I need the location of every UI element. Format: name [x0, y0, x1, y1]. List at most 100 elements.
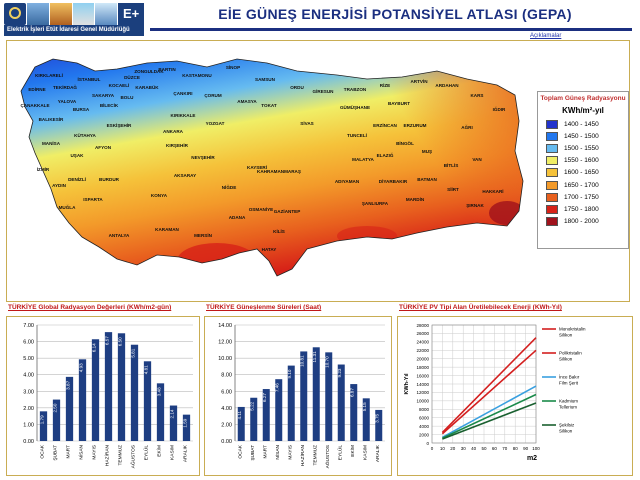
legend-label: 1400 - 1450	[564, 120, 599, 128]
bar-value-label: 11.31	[312, 351, 317, 363]
y-tick-label: 6.00	[221, 389, 232, 395]
x-tick-label: 70	[502, 446, 508, 451]
legend-entry: İnce Bakır Film Şerit	[559, 374, 580, 386]
sunshine-chart-title: TÜRKİYE Güneşlenme Süreleri (Saat)	[206, 304, 322, 311]
province-label: NEVŞEHİR	[191, 154, 215, 160]
e-plus-logo: E+	[118, 3, 145, 25]
province-label: ZONGULDAK	[134, 69, 164, 74]
legend-label: 1600 - 1650	[564, 169, 599, 177]
bar	[39, 411, 48, 441]
province-label: MANİSA	[42, 140, 61, 146]
province-label: ÇANAKKALE	[20, 103, 49, 108]
x-category-label: ŞUBAT	[250, 445, 256, 461]
bar	[143, 361, 152, 441]
bar	[130, 344, 139, 441]
bar-value-label: 4.81	[144, 365, 149, 374]
legend-entry: Şekilsiz Silikon	[559, 423, 575, 434]
y-tick-label: 8.00	[221, 373, 232, 379]
province-label: ORDU	[290, 85, 304, 90]
province-label: KIRKLARELİ	[35, 72, 63, 78]
bar	[182, 414, 191, 441]
radiation-chart-frame: 0.00 1.00 2.00 3.00 4.00 5.00 6.00 7.00 1.79 OCAK…	[6, 316, 200, 476]
legend-item: 1600 - 1650	[538, 167, 628, 179]
y-tick-label: 5.00	[23, 356, 34, 362]
bar-value-label: 6.27	[262, 393, 267, 402]
province-label: DENİZLİ	[68, 176, 86, 182]
bar-value-label: 2.14	[170, 409, 175, 418]
y-tick-label: 2.00	[23, 406, 34, 412]
header: E+ Elektrik İşleri Etüt İdaresi Genel Mü…	[0, 0, 640, 39]
x-tick-label: 60	[492, 446, 498, 451]
pv-chart-frame: 0 2000 4000 6000 8000 10000 12000 14000 16000 180…	[397, 316, 633, 476]
x-category-label: HAZİRAN	[104, 444, 111, 466]
series-line	[442, 402, 537, 440]
province-label: MUĞLA	[59, 203, 77, 210]
province-label: BOLU	[120, 95, 134, 100]
province-label: KİLİS	[273, 228, 285, 234]
province-label: MALATYA	[352, 157, 374, 162]
x-category-label: EYLÜL	[336, 445, 343, 461]
province-label: GAZİANTEP	[274, 208, 301, 214]
x-tick-label: 50	[481, 446, 487, 451]
y-tick-label: 20000	[416, 357, 429, 362]
province-label: ERZURUM	[404, 123, 427, 128]
province-label: BİLECİK	[100, 102, 119, 108]
x-category-label: EYLÜL	[143, 445, 150, 461]
y-tick-label: 7.00	[23, 323, 34, 329]
province-label: GÜMÜŞHANE	[340, 104, 370, 110]
y-tick-label: 10000	[416, 399, 429, 404]
bar	[237, 406, 245, 441]
y-tick-label: 12.00	[218, 340, 232, 346]
logo-banner: E+	[4, 3, 145, 25]
province-label: ISPARTA	[83, 197, 103, 202]
y-tick-label: 18000	[416, 365, 429, 370]
province-label: MARDİN	[406, 196, 425, 202]
y-tick-label: 8000	[419, 407, 430, 412]
y-tick-label: 12000	[416, 390, 429, 395]
x-tick-label: 10	[440, 446, 446, 451]
legend-entry: Kadmium Tellerium	[559, 399, 578, 410]
aciklamalar-link[interactable]: Açıklamalar	[530, 33, 562, 39]
legend-label: 1500 - 1550	[564, 144, 599, 152]
x-category-label: NİSAN	[78, 444, 85, 459]
x-category-label: TEMMUZ	[312, 445, 318, 466]
x-category-label: NİSAN	[274, 444, 281, 459]
x-category-label: AĞUSTOS	[130, 445, 137, 468]
y-tick-label: 0	[426, 441, 429, 446]
province-label: OSMANİYE	[249, 206, 274, 212]
y-tick-label: 6.00	[23, 340, 34, 346]
y-axis-label: KWh-Yıl	[404, 373, 410, 395]
legend-item: 1650 - 1700	[538, 179, 628, 191]
bar	[337, 364, 345, 441]
province-label: MUŞ	[422, 149, 432, 154]
x-tick-label: 20	[450, 446, 456, 451]
pv-chart-panel: TÜRKİYE PV Tipi Alan Üretilebilecek Ener…	[397, 304, 637, 480]
legend-item: 1800 - 2000	[538, 216, 628, 228]
province-label: NİĞDE	[222, 183, 237, 190]
bar-value-label: 2.50	[53, 403, 58, 412]
bar-value-label: 1.59	[183, 418, 188, 427]
legend-swatch	[546, 131, 558, 141]
map-legend: Toplam Güneş Radyasyonu KWh/m²-yıl 1400 …	[537, 91, 629, 249]
bar	[78, 359, 87, 441]
province-label: ESKİŞEHİR	[107, 122, 132, 128]
y-tick-label: 4.00	[221, 406, 232, 412]
province-label: DÜZCE	[124, 74, 140, 80]
province-label: ANTALYA	[109, 233, 130, 238]
x-category-label: TEMMUZ	[118, 445, 124, 466]
y-tick-label: 22000	[416, 348, 429, 353]
bar	[350, 384, 358, 441]
plot-frame	[431, 324, 537, 444]
legend-swatch	[546, 143, 558, 153]
province-label: HATAY	[262, 247, 277, 252]
bar	[52, 399, 61, 441]
legend-item: 1700 - 1750	[538, 191, 628, 203]
province-label: YOZGAT	[206, 121, 225, 126]
province-label: KIRŞEHİR	[166, 142, 189, 148]
bar	[91, 339, 100, 441]
bar	[156, 383, 165, 441]
x-tick-label: 90	[523, 446, 529, 451]
bar-value-label: 6.57	[105, 336, 110, 345]
province-label: IĞDIR	[493, 105, 506, 112]
legend-item: 1750 - 1800	[538, 203, 628, 215]
